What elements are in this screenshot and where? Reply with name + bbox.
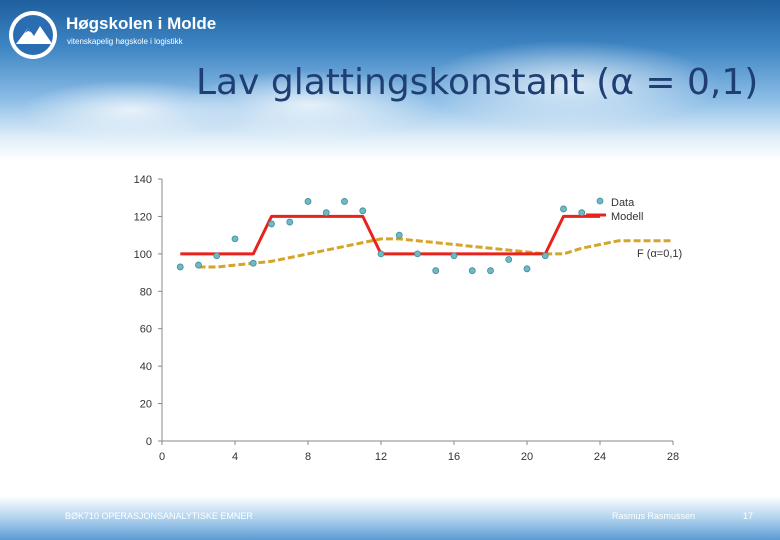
- legend-marker-data: [596, 197, 604, 205]
- x-tick-label: 24: [594, 451, 606, 463]
- data-point: [213, 252, 221, 260]
- data-point: [468, 267, 476, 275]
- data-point: [541, 252, 549, 260]
- x-tick-label: 20: [521, 451, 533, 463]
- data-point: [450, 252, 458, 260]
- header-cloud: [20, 80, 240, 140]
- x-tick-label: 28: [667, 451, 679, 463]
- y-tick-label: 80: [140, 286, 152, 298]
- data-point: [432, 267, 440, 275]
- footer-background: [0, 496, 780, 540]
- logo-tagline: vitenskapelig høgskole i logistikk: [67, 37, 183, 46]
- x-tick-label: 12: [375, 451, 387, 463]
- footer-course: BØK710 OPERASJONSANALYTISKE EMNER: [65, 511, 253, 521]
- data-point: [578, 209, 586, 217]
- data-point: [505, 256, 513, 263]
- legend-label-data: Data: [611, 197, 635, 209]
- data-point: [523, 265, 531, 273]
- data-point: [560, 205, 567, 213]
- data-point: [414, 250, 421, 258]
- slide-title: Lav glattingskonstant (α = 0,1): [196, 62, 759, 103]
- x-tick-label: 4: [232, 451, 238, 463]
- series-forecast-line: [198, 237, 673, 269]
- logo-name: Høgskolen i Molde: [66, 14, 217, 33]
- data-point: [487, 267, 494, 275]
- data-point: [395, 231, 403, 239]
- y-tick-label: 100: [134, 249, 152, 261]
- y-tick-label: 120: [134, 211, 152, 223]
- x-tick-label: 16: [448, 451, 460, 463]
- data-point: [359, 207, 367, 215]
- data-point: [268, 220, 275, 228]
- data-point: [249, 259, 257, 267]
- data-point: [176, 263, 184, 271]
- data-point: [195, 261, 202, 269]
- data-point: [304, 198, 312, 205]
- footer-author: Rasmus Rasmussen: [612, 511, 696, 521]
- y-tick-label: 0: [146, 436, 152, 448]
- series-model-line: [180, 214, 600, 256]
- footer-page-number: 17: [743, 511, 754, 521]
- data-point: [341, 198, 348, 205]
- x-tick-label: 8: [305, 451, 311, 463]
- legend-label-forecast: F (α=0,1): [637, 248, 682, 260]
- logo-mountain-icon: [9, 11, 57, 59]
- x-tick-label: 0: [159, 451, 165, 463]
- legend-label-model: Modell: [611, 211, 643, 223]
- data-point: [322, 209, 330, 217]
- data-point: [286, 218, 294, 226]
- y-tick-label: 40: [140, 361, 152, 373]
- data-point: [231, 235, 239, 243]
- data-point: [377, 250, 385, 258]
- y-tick-label: 60: [140, 324, 152, 336]
- header-cloud: [420, 40, 720, 130]
- y-tick-label: 20: [140, 399, 152, 411]
- y-tick-label: 140: [134, 174, 152, 186]
